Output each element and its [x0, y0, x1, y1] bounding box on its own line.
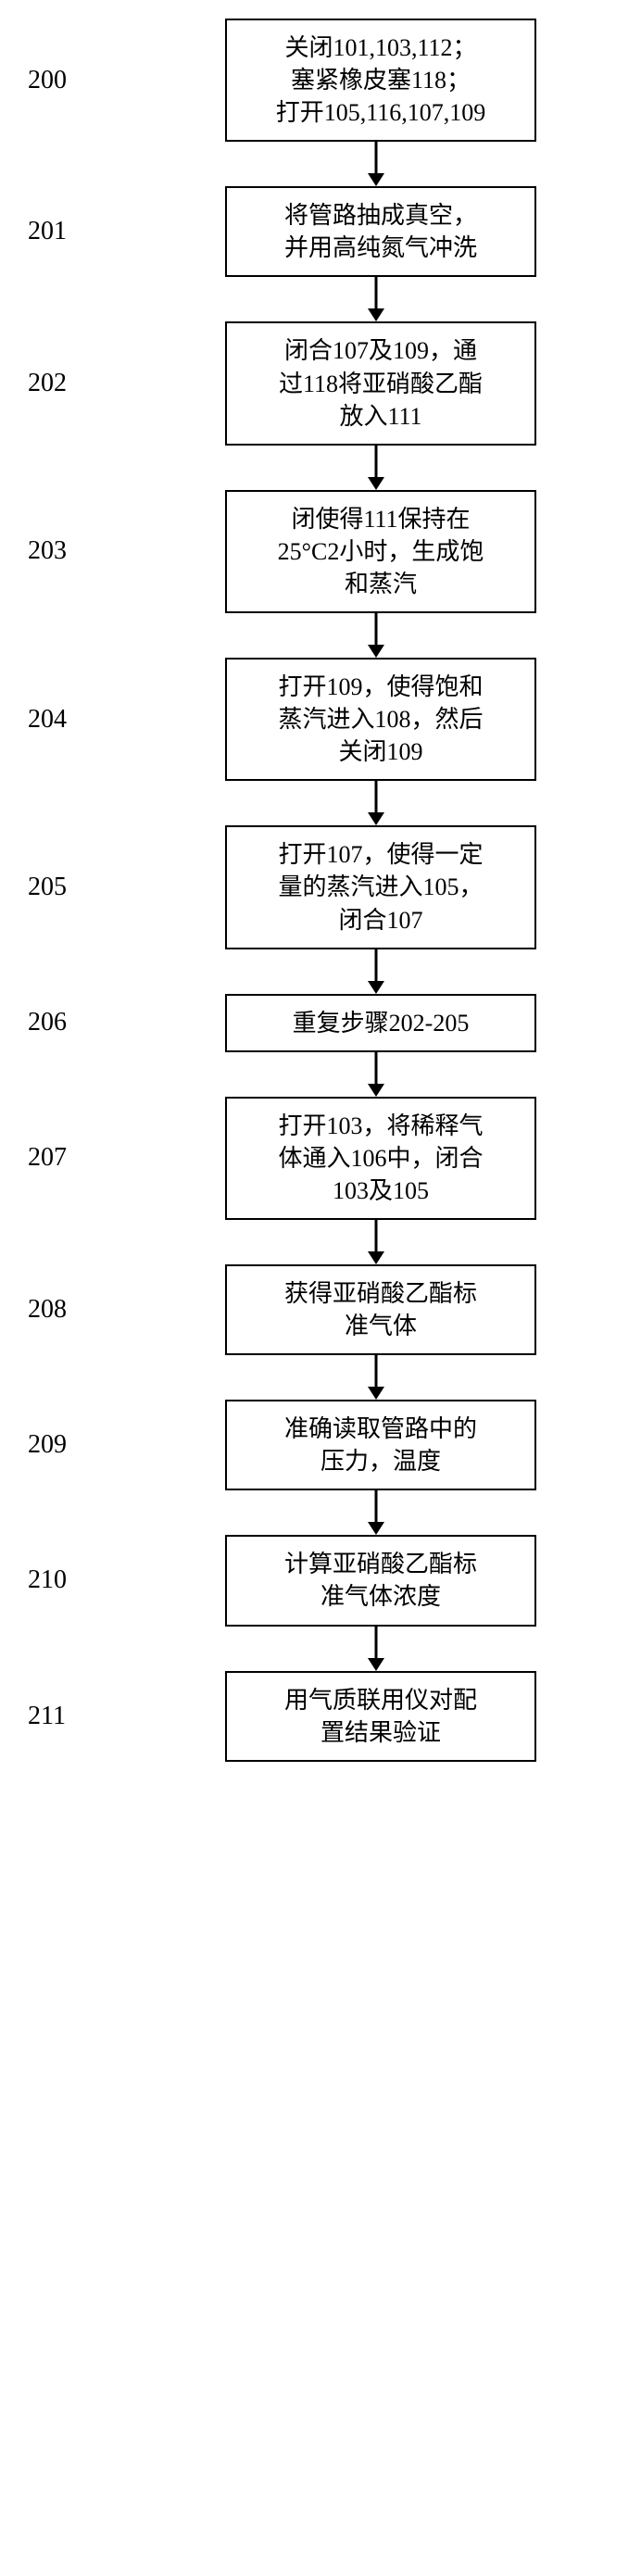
step-number: 211 [19, 1702, 139, 1731]
step-text-line: 将管路抽成真空， [242, 199, 520, 232]
step-text-line: 过118将亚硝酸乙酯 [242, 368, 520, 400]
step-text-line: 体通入106中，闭合 [242, 1142, 520, 1175]
flow-arrow [19, 1355, 622, 1400]
step-text-line: 关闭109 [242, 735, 520, 768]
step-text-line: 打开109，使得饱和 [242, 671, 520, 703]
step-text-line: 置结果验证 [242, 1716, 520, 1749]
flow-step: 201 将管路抽成真空，并用高纯氮气冲洗 [19, 186, 622, 277]
step-number: 203 [19, 536, 139, 566]
step-text-line: 打开103，将稀释气 [242, 1110, 520, 1142]
step-text-line: 闭使得111保持在 [242, 503, 520, 535]
step-text-line: 打开105,116,107,109 [242, 96, 520, 129]
flow-step: 207 打开103，将稀释气体通入106中，闭合103及105 [19, 1097, 622, 1220]
step-box: 闭使得111保持在25°C2小时，生成饱和蒸汽 [225, 490, 536, 613]
flow-arrow [19, 949, 622, 994]
step-box: 准确读取管路中的压力，温度 [225, 1400, 536, 1490]
flow-step: 211 用气质联用仪对配置结果验证 [19, 1671, 622, 1762]
flow-step: 200 关闭101,103,112；塞紧橡皮塞118；打开105,116,107,… [19, 19, 622, 142]
flow-arrow [19, 1627, 622, 1671]
step-box: 打开103，将稀释气体通入106中，闭合103及105 [225, 1097, 536, 1220]
step-number: 208 [19, 1295, 139, 1325]
step-text-line: 准确读取管路中的 [242, 1413, 520, 1445]
step-text-line: 闭合107 [242, 904, 520, 936]
step-box: 将管路抽成真空，并用高纯氮气冲洗 [225, 186, 536, 277]
step-text-line: 获得亚硝酸乙酯标 [242, 1277, 520, 1310]
step-number: 204 [19, 705, 139, 735]
step-text-line: 放入111 [242, 400, 520, 433]
flow-arrow [19, 1052, 622, 1097]
step-text-line: 关闭101,103,112； [242, 31, 520, 64]
flow-arrow [19, 446, 622, 490]
flow-step: 206 重复步骤202-205 [19, 994, 622, 1052]
step-number: 206 [19, 1008, 139, 1037]
step-text-line: 25°C2小时，生成饱 [242, 535, 520, 568]
step-text-line: 闭合107及109，通 [242, 334, 520, 367]
step-number: 202 [19, 369, 139, 398]
flow-step: 208 获得亚硝酸乙酯标准气体 [19, 1264, 622, 1355]
step-number: 207 [19, 1143, 139, 1173]
step-text-line: 用气质联用仪对配 [242, 1684, 520, 1716]
flowchart-container: 200 关闭101,103,112；塞紧橡皮塞118；打开105,116,107,… [19, 19, 622, 1762]
flow-step: 205 打开107，使得一定量的蒸汽进入105，闭合107 [19, 825, 622, 949]
step-box: 重复步骤202-205 [225, 994, 536, 1052]
step-text-line: 塞紧橡皮塞118； [242, 64, 520, 96]
flow-step: 210 计算亚硝酸乙酯标准气体浓度 [19, 1535, 622, 1626]
step-text-line: 和蒸汽 [242, 568, 520, 600]
flow-step: 203 闭使得111保持在25°C2小时，生成饱和蒸汽 [19, 490, 622, 613]
step-text-line: 准气体浓度 [242, 1580, 520, 1613]
flow-step: 209 准确读取管路中的压力，温度 [19, 1400, 622, 1490]
flow-arrow [19, 613, 622, 658]
flow-arrow [19, 142, 622, 186]
step-box: 打开109，使得饱和蒸汽进入108，然后关闭109 [225, 658, 536, 781]
step-text-line: 103及105 [242, 1175, 520, 1207]
flow-arrow [19, 781, 622, 825]
step-text-line: 计算亚硝酸乙酯标 [242, 1548, 520, 1580]
step-number: 210 [19, 1565, 139, 1595]
step-number: 209 [19, 1430, 139, 1460]
step-number: 205 [19, 873, 139, 902]
step-text-line: 蒸汽进入108，然后 [242, 703, 520, 735]
step-text-line: 打开107，使得一定 [242, 838, 520, 871]
step-number: 201 [19, 217, 139, 246]
step-box: 计算亚硝酸乙酯标准气体浓度 [225, 1535, 536, 1626]
step-box: 关闭101,103,112；塞紧橡皮塞118；打开105,116,107,109 [225, 19, 536, 142]
step-text-line: 准气体 [242, 1310, 520, 1342]
step-box: 获得亚硝酸乙酯标准气体 [225, 1264, 536, 1355]
step-number: 200 [19, 66, 139, 95]
step-box: 打开107，使得一定量的蒸汽进入105，闭合107 [225, 825, 536, 949]
flow-arrow [19, 1220, 622, 1264]
flow-step: 204 打开109，使得饱和蒸汽进入108，然后关闭109 [19, 658, 622, 781]
flow-arrow [19, 1490, 622, 1535]
step-text-line: 并用高纯氮气冲洗 [242, 232, 520, 264]
flow-arrow [19, 277, 622, 321]
step-text-line: 量的蒸汽进入105， [242, 871, 520, 903]
step-box: 闭合107及109，通过118将亚硝酸乙酯放入111 [225, 321, 536, 445]
step-text-line: 压力，温度 [242, 1445, 520, 1477]
step-box: 用气质联用仪对配置结果验证 [225, 1671, 536, 1762]
step-text-line: 重复步骤202-205 [242, 1007, 520, 1039]
flow-step: 202 闭合107及109，通过118将亚硝酸乙酯放入111 [19, 321, 622, 445]
